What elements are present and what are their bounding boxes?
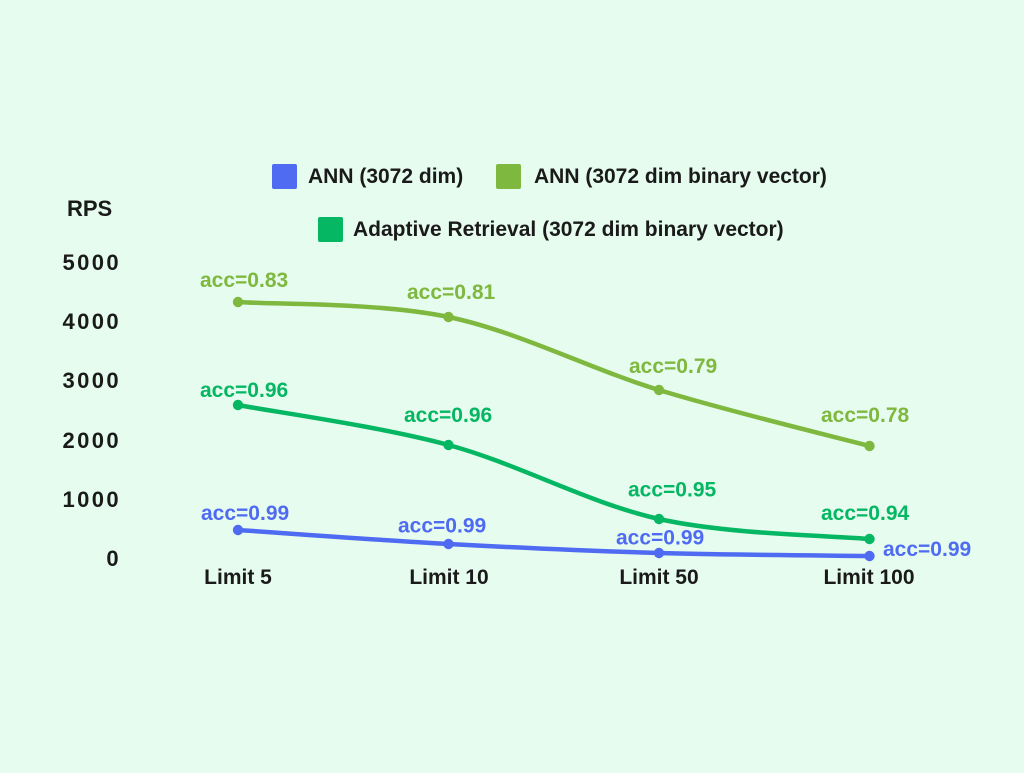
svg-text:0: 0	[106, 546, 121, 571]
svg-text:acc=0.99: acc=0.99	[883, 538, 971, 561]
svg-text:acc=0.83: acc=0.83	[200, 269, 288, 292]
svg-text:acc=0.99: acc=0.99	[398, 515, 486, 538]
svg-text:Limit 5: Limit 5	[204, 566, 272, 589]
svg-text:acc=0.96: acc=0.96	[404, 404, 492, 427]
svg-text:3000: 3000	[62, 368, 121, 393]
svg-text:Limit 10: Limit 10	[409, 566, 488, 589]
svg-text:2000: 2000	[62, 428, 121, 453]
svg-text:4000: 4000	[62, 309, 121, 334]
svg-text:5000: 5000	[62, 250, 121, 275]
svg-text:acc=0.79: acc=0.79	[629, 355, 717, 378]
svg-text:Limit 100: Limit 100	[823, 566, 914, 589]
svg-text:acc=0.78: acc=0.78	[821, 404, 909, 427]
svg-text:ANN (3072 dim binary vector): ANN (3072 dim binary vector)	[534, 165, 827, 188]
svg-text:acc=0.99: acc=0.99	[201, 502, 289, 525]
svg-text:Adaptive Retrieval (3072 dim b: Adaptive Retrieval (3072 dim binary vect…	[353, 218, 784, 241]
svg-text:Limit 50: Limit 50	[619, 566, 698, 589]
svg-text:acc=0.94: acc=0.94	[821, 502, 909, 525]
svg-text:1000: 1000	[62, 487, 121, 512]
svg-text:acc=0.81: acc=0.81	[407, 281, 495, 304]
svg-text:acc=0.96: acc=0.96	[200, 379, 288, 402]
svg-text:acc=0.99: acc=0.99	[616, 527, 704, 550]
svg-text:RPS: RPS	[67, 196, 112, 221]
svg-text:ANN (3072 dim): ANN (3072 dim)	[308, 165, 463, 188]
svg-text:acc=0.95: acc=0.95	[628, 479, 716, 502]
